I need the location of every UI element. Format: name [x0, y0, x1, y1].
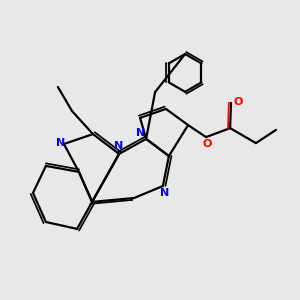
Text: N: N: [56, 137, 65, 148]
Text: N: N: [115, 141, 124, 152]
Text: O: O: [233, 97, 243, 107]
Text: N: N: [160, 188, 169, 198]
Text: N: N: [136, 128, 145, 139]
Text: O: O: [203, 139, 212, 149]
